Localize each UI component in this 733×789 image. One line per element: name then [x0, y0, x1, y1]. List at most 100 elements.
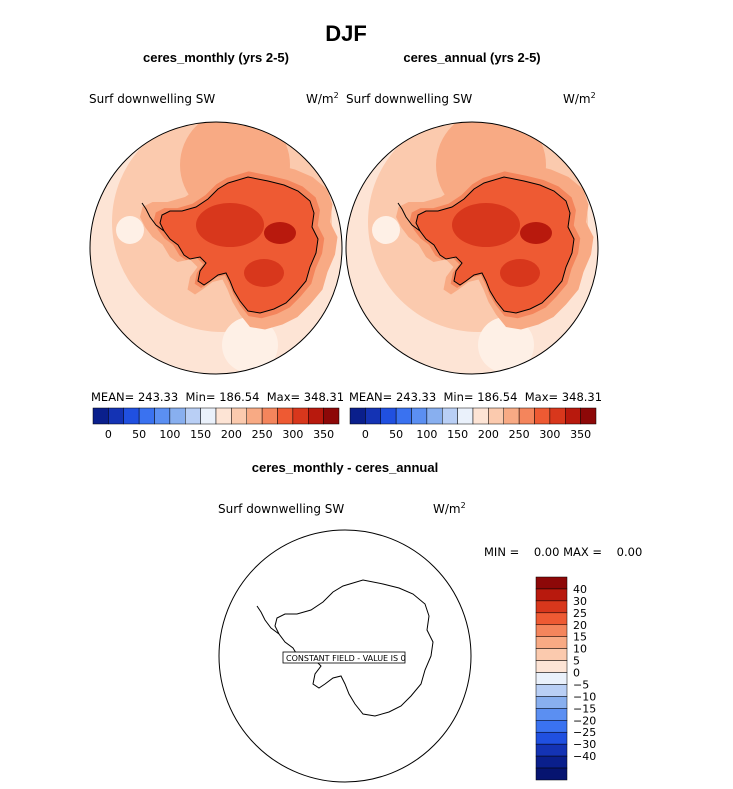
colorbar-tick-label: −10 [573, 690, 596, 703]
panel-right-variable: Surf downwelling SW [346, 92, 472, 106]
colorbar-cell [535, 708, 568, 721]
colorbar-tick-label: 350 [313, 428, 334, 441]
colorbar-cell [457, 407, 474, 425]
colorbar-tick-label: 50 [389, 428, 403, 441]
colorbar-tick-label: 0 [362, 428, 369, 441]
colorbar-tick-label: −20 [573, 714, 596, 727]
constant-field-box [282, 651, 406, 664]
patch-west [116, 216, 144, 244]
colorbar-cell [535, 696, 568, 709]
colorbar-cell [535, 612, 568, 626]
colorbar-cell [503, 407, 520, 425]
patch-south [222, 317, 278, 373]
colorbar-tick-label: 5 [573, 655, 580, 668]
colorbar-cell [565, 407, 581, 425]
colorbar-tick-label: 0 [105, 428, 112, 441]
colorbar-tick-label: 300 [539, 428, 560, 441]
colorbar-left: 0 50 100 150 200 250 300 350 [92, 407, 340, 441]
colorbar-cell [231, 407, 247, 425]
colorbar-cell [92, 407, 109, 425]
colorbar-cell [277, 407, 294, 425]
colorbar-cell [261, 407, 278, 425]
colorbar-cell [215, 407, 232, 425]
colorbar-cell [535, 684, 568, 697]
colorbar-cell [442, 407, 458, 425]
colorbar-cell [535, 648, 568, 661]
colorbar-tick-label: −40 [573, 750, 596, 763]
patch-south [478, 317, 534, 373]
colorbar-tick-label: 350 [570, 428, 591, 441]
panel-diff-units: W/m2 [433, 501, 466, 516]
colorbar-tick-label: 20 [573, 619, 587, 632]
panel-right-units: W/m2 [563, 91, 596, 106]
colorbar-tick-label: −15 [573, 702, 596, 715]
colorbar-cell [534, 407, 551, 425]
colorbar-tick-label: 40 [573, 583, 587, 596]
colorbar-tick-label: 50 [132, 428, 146, 441]
map-right-border [345, 121, 599, 375]
colorbar-cell [580, 407, 597, 425]
colorbar-tick-label: 30 [573, 595, 587, 608]
colorbar-cell [349, 407, 366, 425]
colorbar-right: 0 50 100 150 200 250 300 350 [349, 407, 597, 441]
panel-right-title: ceres_annual (yrs 2-5) [403, 50, 540, 65]
colorbar-cell [395, 407, 412, 425]
colorbar-cell [488, 407, 504, 425]
colorbar-tick-label: 0 [573, 667, 580, 680]
colorbar-tick-label: 300 [282, 428, 303, 441]
colorbar-cell [426, 407, 443, 425]
colorbar-tick-label: 100 [416, 428, 437, 441]
colorbar-cell [535, 731, 568, 745]
panel-left-units: W/m2 [306, 91, 339, 106]
colorbar-cell [535, 720, 568, 733]
colorbar-tick-label: 250 [252, 428, 273, 441]
map-left [90, 122, 342, 374]
colorbar-cell [535, 767, 568, 781]
colorbar-cell [108, 407, 124, 425]
panel-right-stats: MEAN= 243.33 Min= 186.54 Max= 348.31 [349, 390, 602, 404]
colorbar-tick-label: 10 [573, 643, 587, 656]
map-right [346, 122, 598, 374]
colorbar-cell [292, 407, 309, 425]
figure-title: DJF [325, 21, 367, 46]
colorbar-tick-label: 100 [159, 428, 180, 441]
colorbar-cell [535, 624, 568, 637]
colorbar-cell [535, 636, 568, 649]
colorbar-cell [246, 407, 263, 425]
colorbar-cell [169, 407, 186, 425]
colorbar-cell [323, 407, 340, 425]
colorbar-tick-label: 250 [509, 428, 530, 441]
colorbar-tick-label: 150 [190, 428, 211, 441]
panel-left-title: ceres_monthly (yrs 2-5) [143, 50, 289, 65]
map-left-border [89, 121, 343, 375]
panel-diff-title: ceres_monthly - ceres_annual [252, 460, 438, 475]
colorbar-cell [535, 660, 568, 673]
colorbar-tick-label: 25 [573, 607, 587, 620]
colorbar-cell [365, 407, 381, 425]
colorbar-cell [200, 407, 217, 425]
colorbar-cell [535, 600, 568, 614]
colorbar-tick-label: −25 [573, 726, 596, 739]
colorbar-cell [472, 407, 489, 425]
colorbar-cell [123, 407, 140, 425]
colorbar-cell [138, 407, 155, 425]
colorbar-tick-label: 15 [573, 631, 587, 644]
panel-right: ceres_annual (yrs 2-5) Surf downwelling … [345, 50, 602, 441]
panel-diff-minmax: MIN = 0.00 MAX = 0.00 [484, 545, 642, 559]
colorbar-cell [518, 407, 535, 425]
colorbar-cell [535, 743, 568, 757]
colorbar-tick-label: −30 [573, 738, 596, 751]
panel-left-variable: Surf downwelling SW [89, 92, 215, 106]
colorbar-cell [185, 407, 201, 425]
colorbar-cell [154, 407, 171, 425]
colorbar-tick-label: 200 [221, 428, 242, 441]
constant-field-label: CONSTANT FIELD - VALUE IS 0 [286, 654, 406, 663]
colorbar-cell [411, 407, 428, 425]
panel-diff: ceres_monthly - ceres_annual Surf downwe… [218, 460, 642, 783]
colorbar-cell [549, 407, 566, 425]
colorbar-tick-label: −5 [573, 678, 589, 691]
panel-left-stats: MEAN= 243.33 Min= 186.54 Max= 348.31 [91, 390, 344, 404]
colorbar-cell [535, 672, 568, 685]
colorbar-cell [535, 576, 568, 590]
